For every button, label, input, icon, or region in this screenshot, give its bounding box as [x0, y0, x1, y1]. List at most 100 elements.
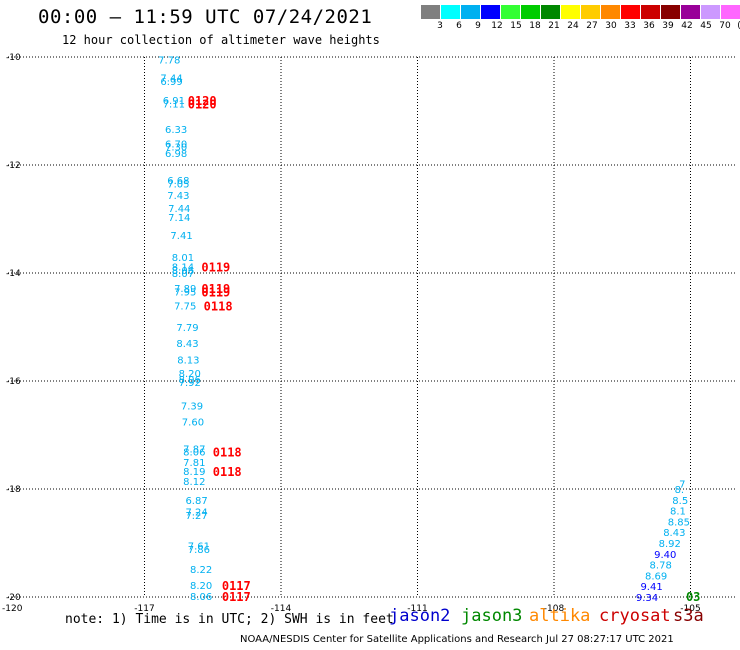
y-tick-label: -10 — [6, 53, 21, 63]
swh-label: 8.22 — [190, 565, 212, 576]
time-label: 0117 — [222, 579, 251, 593]
swh-label: 8.19 — [183, 467, 205, 478]
y-tick-label: -12 — [6, 161, 21, 171]
footer-note: note: 1) Time is in UTC; 2) SWH is in fe… — [65, 612, 394, 627]
satellite-legend-jason2: jason2 — [389, 606, 451, 626]
legend-swatch — [661, 5, 681, 19]
credit-line: NOAA/NESDIS Center for Satellite Applica… — [240, 634, 674, 645]
swh-label: 8.07 — [172, 269, 194, 280]
x-tick-label: -117 — [134, 604, 154, 614]
color-scale-legend — [421, 5, 740, 19]
swh-label: 8.92 — [659, 539, 681, 550]
swh-label: 8.20 — [179, 369, 201, 380]
legend-swatch — [721, 5, 740, 19]
swh-label: 8.06 — [190, 592, 212, 603]
legend-swatch — [461, 5, 481, 19]
time-label: 0119 — [201, 261, 230, 275]
swh-label: 6.70 — [165, 139, 187, 150]
swh-label: 7.14 — [168, 213, 190, 224]
legend-tick-label: 39 — [662, 21, 674, 31]
swh-label: 8.14 — [172, 263, 194, 274]
legend-swatch — [581, 5, 601, 19]
legend-tick-label: 24 — [567, 21, 579, 31]
swh-label: 7.60 — [182, 418, 204, 429]
satellite-legend-s3a: s3a — [673, 606, 704, 626]
legend-tick-label: 42 — [681, 21, 693, 31]
time-label: 0118 — [213, 465, 242, 479]
swh-label: 8.85 — [668, 517, 690, 528]
swh-label: 8.5 — [672, 496, 688, 507]
legend-tick-label: 36 — [643, 21, 655, 31]
chart-grid — [8, 56, 736, 598]
swh-label: 7.92 — [179, 378, 201, 389]
legend-swatch — [601, 5, 621, 19]
legend-tick-label: 30 — [605, 21, 617, 31]
time-label: 0120 — [188, 94, 217, 108]
x-tick-label: -108 — [544, 604, 565, 614]
legend-tick-label: 21 — [548, 21, 560, 31]
legend-swatch — [561, 5, 581, 19]
legend-swatch — [621, 5, 641, 19]
swh-label: 7.95 — [174, 287, 196, 298]
legend-swatch — [421, 5, 441, 19]
chart-subtitle: 12 hour collection of altimeter wave hei… — [62, 33, 380, 47]
legend-tick-label: 15 — [510, 21, 522, 31]
swh-label: 8.01 — [172, 253, 194, 264]
swh-label: 8. — [675, 485, 685, 496]
legend-swatch — [681, 5, 701, 19]
legend-tick-label: 45 — [700, 21, 712, 31]
axis-ticks: -120 -117 -114 -111 -108 -105 -10 -12 -14 -16 -18 -… — [2, 53, 701, 614]
swh-label: 7.89 — [174, 284, 196, 295]
y-tick-label: -14 — [6, 269, 21, 279]
data-labels: 7.787.446.996.917.116.336.707.306.986.68… — [158, 56, 700, 604]
swh-label: 6.33 — [165, 125, 187, 136]
swh-label: 9.41 — [640, 582, 662, 593]
time-label: 0118 — [213, 446, 242, 460]
swh-label: 7.43 — [167, 191, 189, 202]
swh-label: 8.43 — [663, 528, 685, 539]
legend-swatch — [501, 5, 521, 19]
satellite-legend-jason3: jason3 — [461, 606, 523, 626]
swh-label: 7.27 — [185, 511, 207, 522]
swh-label: 8.13 — [177, 355, 199, 366]
swh-label: 7.05 — [167, 179, 189, 190]
legend-tick-label: 3 — [437, 21, 443, 31]
swh-label: 8.43 — [176, 339, 198, 350]
swh-label: 8.1 — [670, 507, 686, 518]
swh-label: 6.99 — [160, 77, 182, 88]
time-label: 03 — [686, 590, 700, 604]
swh-label: 7.61 — [188, 542, 210, 553]
swh-label: 6.91 — [163, 96, 185, 107]
swh-label: 8.06 — [172, 266, 194, 277]
legend-tick-label: 27 — [586, 21, 598, 31]
x-tick-label: -120 — [2, 604, 23, 614]
swh-label: 8.78 — [650, 561, 672, 572]
legend-swatch — [701, 5, 721, 19]
swh-label: 8.20 — [190, 581, 212, 592]
swh-label: 7.86 — [188, 545, 210, 556]
swh-label: 7.79 — [176, 323, 198, 334]
legend-tick-label: 70 — [719, 21, 731, 31]
swh-label: 7.75 — [174, 301, 196, 312]
legend-swatch — [521, 5, 541, 19]
swh-label: 7.41 — [170, 231, 192, 242]
time-label: 0119 — [201, 285, 230, 299]
swh-label: 7.44 — [160, 74, 182, 85]
swh-label: 8.69 — [645, 571, 667, 582]
time-label: 0117 — [222, 590, 251, 604]
x-tick-label: -111 — [407, 604, 427, 614]
legend-swatch — [641, 5, 661, 19]
legend-swatch — [541, 5, 561, 19]
legend-swatch — [481, 5, 501, 19]
legend-tick-label: 6 — [456, 21, 462, 31]
swh-label: 7.81 — [183, 458, 205, 469]
swh-label: 6.68 — [167, 176, 189, 187]
y-tick-label: -18 — [6, 485, 21, 495]
legend-tick-label: 33 — [624, 21, 636, 31]
swh-label: 8.06 — [179, 375, 201, 386]
swh-label: 9.40 — [654, 550, 676, 561]
time-label: 0118 — [204, 299, 233, 313]
satellite-legend-cryosat: cryosat — [599, 606, 671, 626]
page-title: 00:00 – 11:59 UTC 07/24/2021 — [38, 6, 373, 28]
